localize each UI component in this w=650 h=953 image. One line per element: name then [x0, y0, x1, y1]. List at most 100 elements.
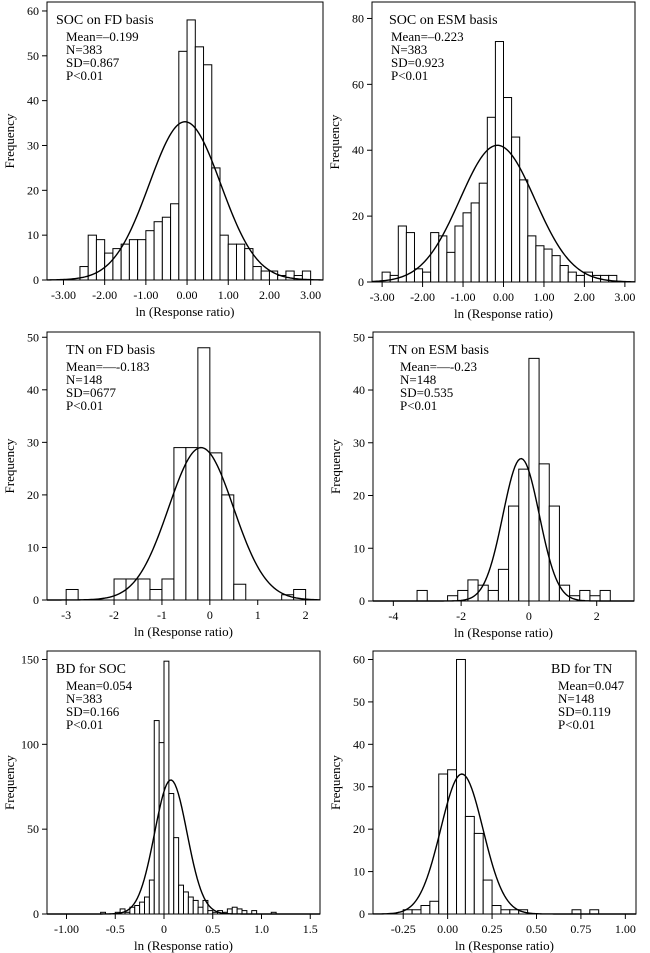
histogram-bar	[301, 270, 312, 281]
y-tick-label: 60	[352, 77, 364, 91]
chart-panel-2: 0 20 40 60 80 -3.00 -2.00 -1.00 0.00 1.00 2.00 3.00…	[327, 1, 636, 321]
stat-line: P<0.01	[400, 398, 437, 413]
histogram-bar	[173, 447, 187, 601]
y-tick-label: 40	[353, 383, 365, 397]
histogram-bar	[411, 909, 422, 915]
histogram-bar	[144, 896, 150, 915]
stat-line: P<0.01	[66, 398, 103, 413]
histogram-bar	[551, 255, 561, 283]
normal-curve	[372, 773, 636, 915]
x-tick-label: -4	[388, 609, 398, 623]
histogram-bar	[233, 583, 247, 601]
stat-line: N=148	[66, 372, 102, 387]
histogram-bar	[477, 584, 489, 602]
histogram-bar	[125, 578, 139, 601]
x-tick-label: 0	[207, 608, 213, 622]
y-tick-label: 30	[27, 435, 39, 449]
y-tick-label: 10	[27, 228, 39, 242]
x-tick-label: -1	[157, 608, 167, 622]
y-tick-label: 10	[353, 865, 365, 879]
y-tick-label: 30	[27, 138, 39, 152]
y-tick-label: 30	[353, 436, 365, 450]
y-tick-label: 50	[27, 330, 39, 344]
histogram-bar	[509, 909, 520, 915]
histogram-bar	[500, 909, 511, 915]
histogram-bar	[178, 50, 188, 281]
histogram-bar	[579, 589, 591, 602]
stat-line: N=148	[558, 691, 594, 706]
y-axis-title: Frequency	[327, 114, 342, 169]
stat-line: Mean=–0.223	[391, 29, 464, 44]
y-tick-label: 50	[353, 330, 365, 344]
x-tick-label: -0.25	[391, 922, 416, 936]
histogram-bar	[252, 266, 262, 281]
histogram-bar	[207, 910, 214, 915]
x-tick-label: 1.00	[218, 288, 239, 302]
x-axis-title: ln (Response ratio)	[136, 304, 235, 319]
x-tick-label: -2.00	[410, 290, 435, 304]
x-tick-label: 0.00	[177, 288, 198, 302]
chart-panel-3: 0 10 20 30 40 50 -3 -2 -1 0 1 2 ln (Response ratio) F…	[2, 330, 321, 639]
normal-curve	[371, 144, 636, 283]
histogram-bar	[535, 245, 545, 283]
histogram-bar	[235, 243, 246, 281]
stat-line: Mean=–0.199	[66, 29, 139, 44]
x-tick-label: -3.00	[370, 290, 395, 304]
histogram-bar	[456, 658, 466, 915]
y-tick-label: 40	[27, 383, 39, 397]
plot-frame	[46, 331, 321, 601]
stat-line: SD=0.535	[400, 385, 453, 400]
histogram-bar	[183, 891, 189, 915]
histogram-bar	[462, 212, 472, 283]
x-tick-label: 0.5	[205, 922, 220, 936]
y-tick-label: 40	[352, 143, 364, 157]
x-tick-label: 1.5	[303, 922, 318, 936]
x-tick-label: 1.00	[615, 922, 636, 936]
y-axis-title: Frequency	[2, 755, 17, 810]
chart-panel-1: 0 10 20 30 40 50 60 -3.00 -2.00 -1.00 0.00 1.00 2.00…	[2, 1, 324, 319]
x-tick-label: 0	[526, 609, 532, 623]
histogram-bar	[120, 243, 130, 281]
stat-line: Mean=—-0.23	[400, 359, 477, 374]
stat-line: SD=0.119	[558, 704, 611, 719]
x-axis-title: ln (Response ratio)	[454, 625, 553, 640]
histogram-bar	[137, 578, 151, 601]
y-tick-label: 100	[21, 737, 39, 751]
stat-line: P<0.01	[558, 717, 595, 732]
plot-frame	[372, 331, 635, 602]
histogram-bar	[209, 452, 223, 601]
plot-frame	[46, 1, 324, 281]
y-tick-label: 40	[27, 94, 39, 108]
stat-line: Mean=0.047	[558, 678, 625, 693]
panel-title: TN on FD basis	[66, 343, 155, 358]
normal-curve	[46, 121, 324, 281]
x-tick-label: -1.00	[133, 288, 158, 302]
panel-title: BD for SOC	[56, 662, 126, 677]
histogram-bar	[543, 248, 553, 283]
histogram-bar	[559, 265, 569, 283]
chart-panel-6: 0 10 20 30 40 50 60 -0.25 0.00 0.25 0.50 0.75 1.00 ln…	[328, 650, 637, 953]
y-tick-label: 20	[27, 488, 39, 502]
histogram-bar	[470, 202, 480, 283]
y-tick-label: 0	[33, 593, 39, 607]
x-tick-label: 2	[303, 608, 309, 622]
x-tick-label: 2.00	[574, 290, 595, 304]
y-tick-label: 20	[27, 183, 39, 197]
histogram-bar	[518, 468, 530, 602]
histogram-bar	[589, 595, 601, 602]
panel-title: TN on ESM basis	[389, 343, 489, 358]
histogram-bar	[491, 905, 502, 915]
histogram-bar	[446, 251, 456, 283]
histogram-bar	[416, 589, 428, 602]
y-tick-label: 30	[353, 780, 365, 794]
y-tick-label: 10	[353, 541, 365, 555]
histogram-bar	[464, 815, 475, 915]
histogram-bar	[508, 505, 520, 602]
y-tick-label: 0	[33, 273, 39, 287]
y-tick-label: 50	[27, 822, 39, 836]
y-tick-label: 50	[27, 49, 39, 63]
histogram-bar	[260, 270, 270, 281]
x-tick-label: 2.00	[259, 288, 280, 302]
stat-line: SD=0.166	[66, 704, 120, 719]
